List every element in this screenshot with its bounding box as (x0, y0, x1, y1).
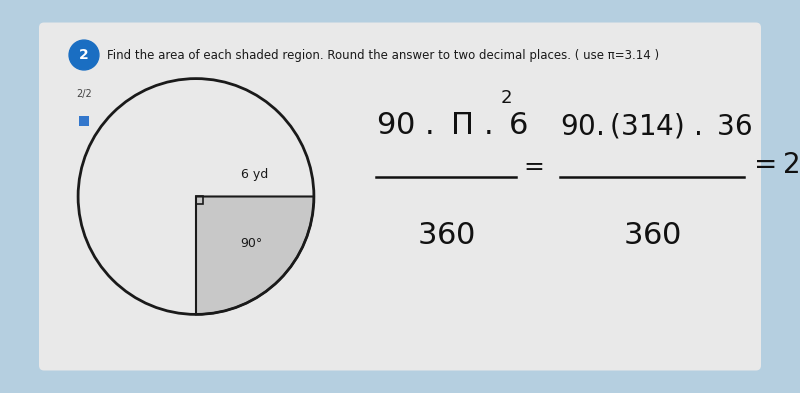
Text: 2: 2 (79, 48, 89, 62)
Text: $\mathit{360}$: $\mathit{360}$ (623, 221, 681, 250)
Bar (196, 196, 203, 204)
Wedge shape (196, 196, 314, 314)
FancyBboxPatch shape (39, 22, 761, 371)
Bar (79, 116, 89, 126)
Text: 2/2: 2/2 (76, 89, 92, 99)
Text: Find the area of each shaded region. Round the answer to two decimal places. ( u: Find the area of each shaded region. Rou… (107, 48, 659, 62)
Text: 6 yd: 6 yd (242, 168, 269, 181)
Text: $\mathit{90\ .\ \Pi\ .\ 6}$: $\mathit{90\ .\ \Pi\ .\ 6}$ (376, 111, 528, 140)
Text: 90°: 90° (240, 237, 262, 250)
Text: $\mathit{90.(314)\ .\ 36}$: $\mathit{90.(314)\ .\ 36}$ (560, 111, 752, 140)
Text: $=$: $=$ (519, 153, 545, 177)
Text: $\mathit{2}$: $\mathit{2}$ (500, 89, 512, 107)
Text: $\mathit{360}$: $\mathit{360}$ (417, 221, 475, 250)
Circle shape (69, 40, 99, 70)
Text: $= 28.26$: $= 28.26$ (748, 151, 800, 179)
